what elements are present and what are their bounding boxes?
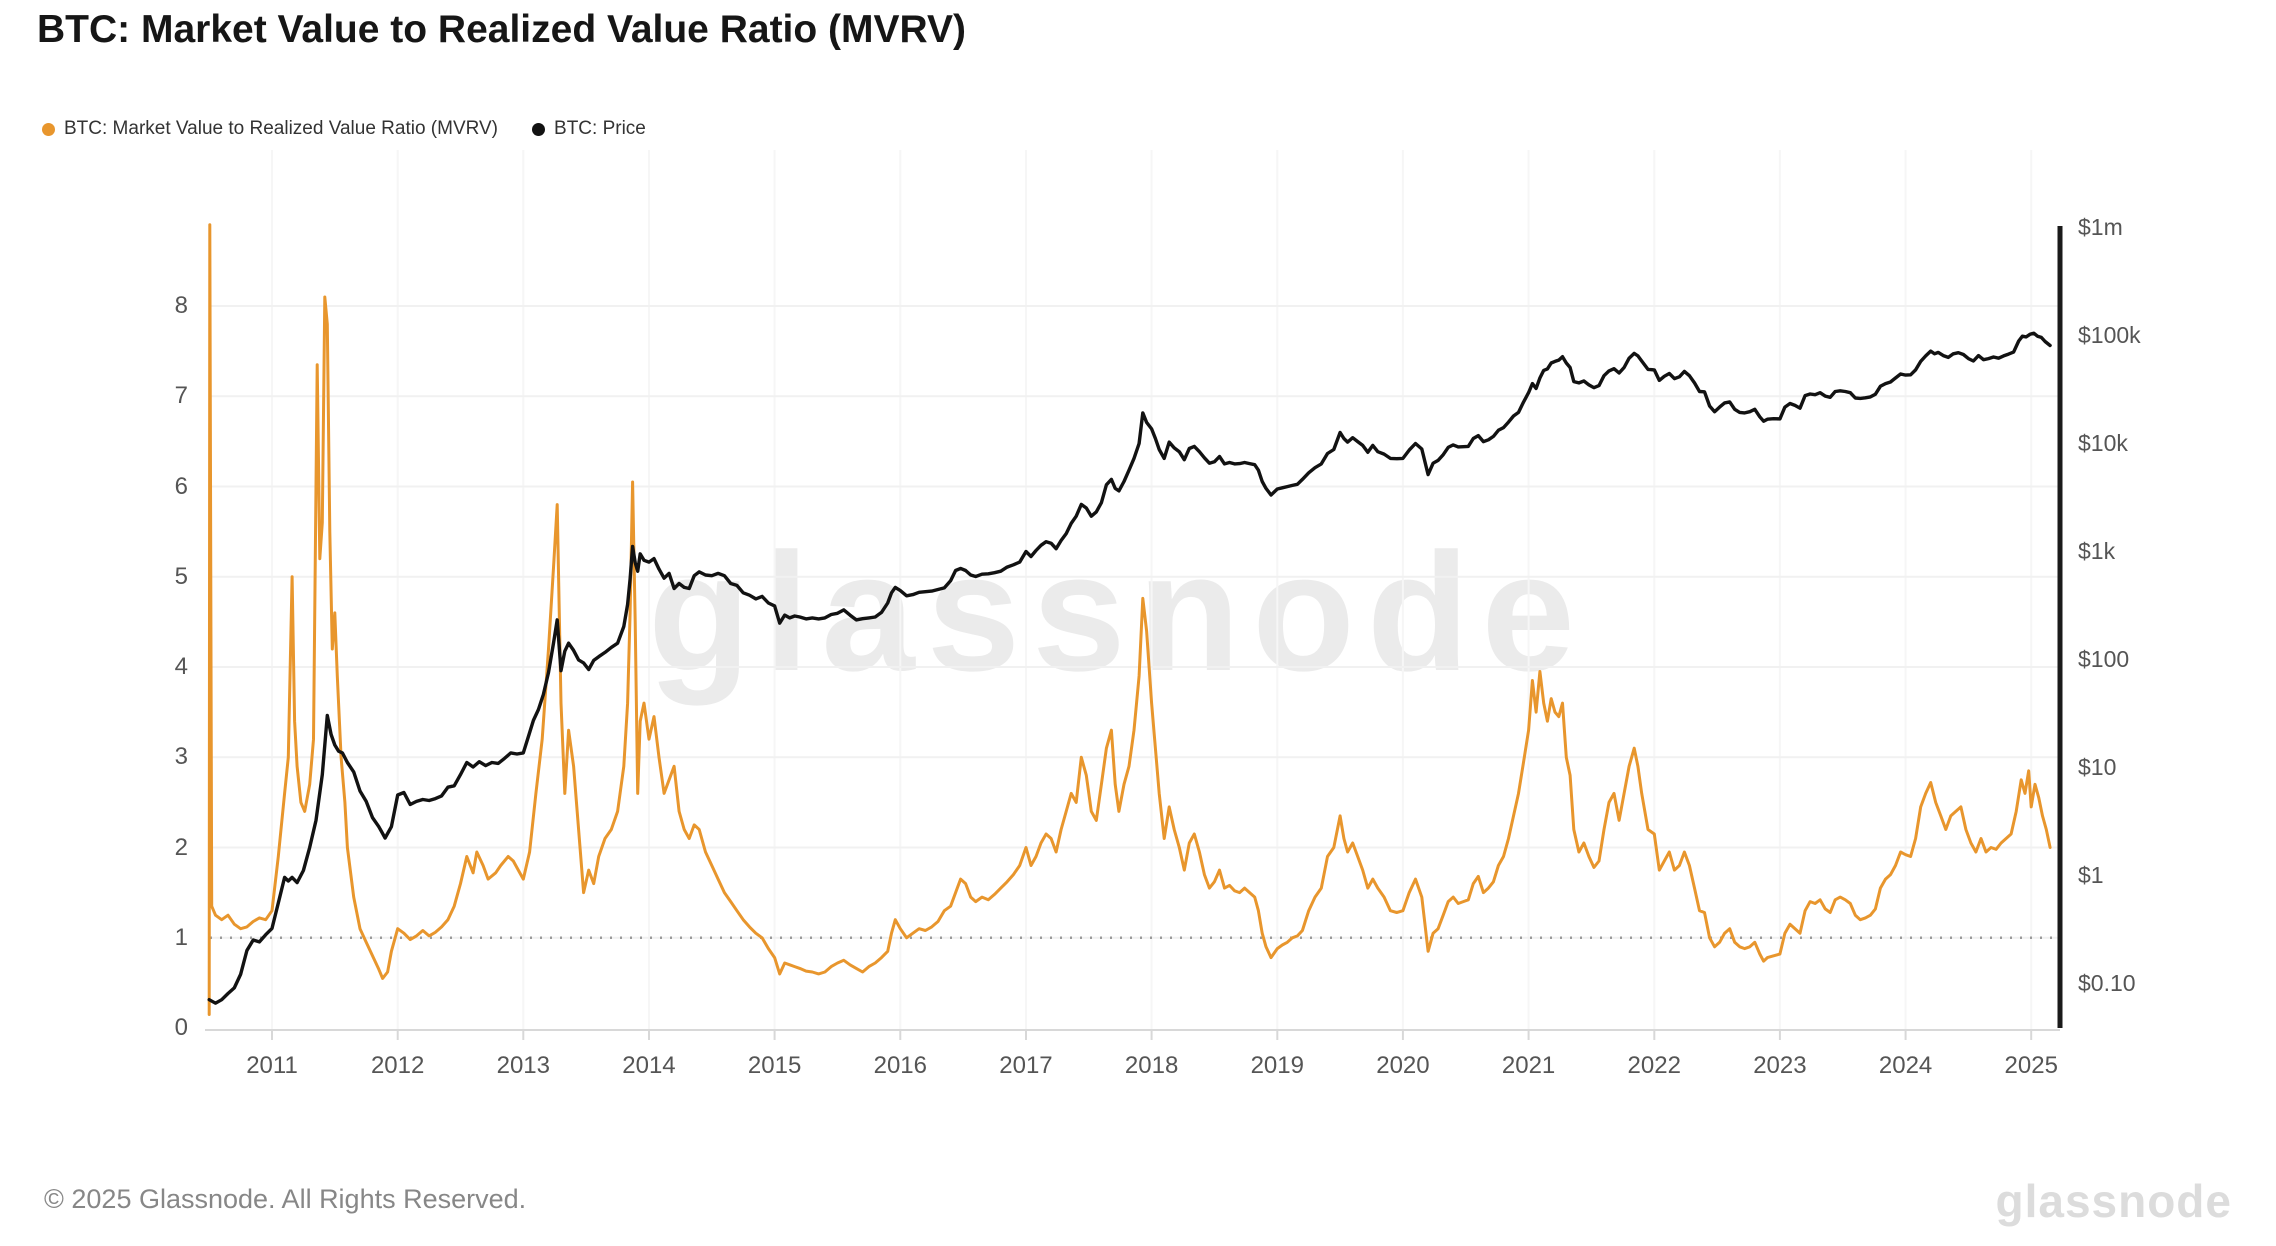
x-axis-year-label: 2014 <box>622 1052 676 1079</box>
glassnode-logo: glassnode <box>1995 1175 2232 1227</box>
left-axis-tick-label: 0 <box>174 1014 188 1041</box>
legend-dot <box>532 122 546 136</box>
x-axis-year-label: 2015 <box>747 1052 802 1079</box>
left-axis-tick-label: 6 <box>174 472 188 500</box>
page-title: BTC: Market Value to Realized Value Rati… <box>37 8 966 51</box>
x-axis-year-label: 2013 <box>496 1052 550 1079</box>
x-axis-year-label: 2020 <box>1376 1052 1430 1079</box>
right-axis-tick-label: $10 <box>2078 754 2117 780</box>
x-axis-year-label: 2024 <box>1878 1052 1933 1079</box>
x-axis-year-label: 2011 <box>246 1052 298 1079</box>
copyright-text: © 2025 Glassnode. All Rights Reserved. <box>44 1184 527 1214</box>
x-axis-year-label: 2025 <box>2004 1052 2058 1079</box>
right-axis-tick-label: $1m <box>2078 214 2123 240</box>
right-axis-tick-label: $0.10 <box>2078 970 2136 996</box>
right-axis-tick-label: $100 <box>2078 646 2130 672</box>
left-axis-tick-label: 8 <box>174 292 188 319</box>
left-axis-tick-label: 5 <box>174 562 188 590</box>
legend-label: BTC: Market Value to Realized Value Rati… <box>64 118 499 139</box>
left-axis-tick-label: 3 <box>174 743 188 771</box>
x-axis-year-label: 2012 <box>370 1052 425 1079</box>
x-axis-year-label: 2023 <box>1753 1052 1807 1079</box>
left-axis-tick-label: 1 <box>174 923 188 951</box>
x-axis-year-label: 2019 <box>1250 1052 1304 1079</box>
x-axis-year-label: 2021 <box>1501 1052 1556 1079</box>
x-axis-year-label: 2016 <box>873 1052 927 1079</box>
left-axis-tick-label: 2 <box>174 833 188 861</box>
right-axis-tick-label: $10k <box>2078 430 2128 456</box>
legend-item-price[interactable]: BTC: Price <box>532 118 646 140</box>
legend-dot <box>42 122 55 136</box>
x-axis-year-label: 2017 <box>999 1052 1053 1079</box>
x-axis-year-label: 2018 <box>1124 1052 1179 1079</box>
x-axis-year-label: 2022 <box>1627 1052 1681 1079</box>
right-axis-tick-label: $1 <box>2078 862 2104 888</box>
right-axis-tick-label: $1k <box>2078 538 2116 564</box>
legend-label: BTC: Price <box>554 118 646 139</box>
right-axis-tick-label: $100k <box>2078 322 2141 348</box>
mvrv-line <box>207 223 2052 1016</box>
legend-item-mvrv[interactable]: BTC: Market Value to Realized Value Rati… <box>42 118 498 140</box>
price-line <box>207 331 2052 1005</box>
left-axis-tick-label: 7 <box>174 382 188 410</box>
chart-legend: BTC: Market Value to Realized Value Rati… <box>42 118 646 140</box>
left-axis-tick-label: 4 <box>174 653 188 680</box>
